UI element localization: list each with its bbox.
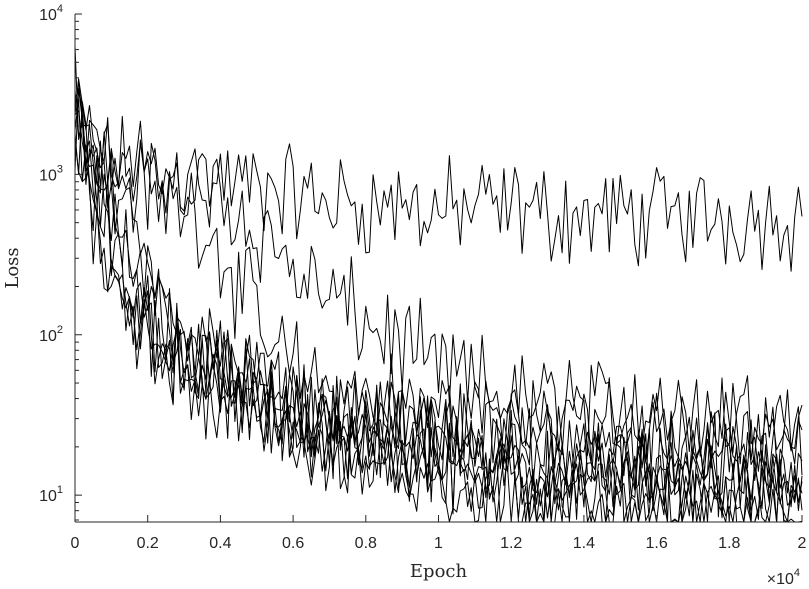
series-line-4 bbox=[74, 45, 803, 505]
x-tick-label: 2 bbox=[798, 535, 807, 552]
series-line-9 bbox=[74, 91, 803, 523]
y-tick-label: 101 bbox=[39, 484, 63, 505]
y-ticks: 101 102 103 104 bbox=[39, 3, 82, 521]
x-tick-label: 1.2 bbox=[500, 535, 522, 552]
x-tick-label: 0.8 bbox=[355, 535, 377, 552]
x-tick-label: 1.4 bbox=[573, 535, 595, 552]
y-tick-label: 102 bbox=[39, 324, 63, 345]
x-multiplier-base: ×10 bbox=[767, 571, 794, 588]
series-line-10 bbox=[74, 110, 803, 523]
x-tick-label: 0.2 bbox=[137, 535, 159, 552]
series-line-1 bbox=[74, 78, 803, 272]
x-tick-label: 0.6 bbox=[282, 535, 304, 552]
series-line-3 bbox=[74, 90, 803, 480]
x-tick-label: 0.4 bbox=[209, 535, 231, 552]
x-multiplier-exponent: 4 bbox=[794, 567, 800, 579]
x-axis-multiplier: ×104 bbox=[767, 567, 800, 588]
x-tick-label: 0 bbox=[71, 535, 80, 552]
series-group bbox=[74, 45, 803, 523]
x-tick-label: 1 bbox=[434, 535, 443, 552]
y-tick-label: 104 bbox=[39, 3, 63, 24]
x-ticks: 0 0.2 0.4 0.6 0.8 1 1.2 1.4 1.6 1.8 2 bbox=[71, 515, 807, 552]
x-tick-label: 1.6 bbox=[645, 535, 667, 552]
y-tick-label: 103 bbox=[39, 163, 63, 184]
y-axis-label: Loss bbox=[2, 247, 23, 288]
x-tick-label: 1.8 bbox=[718, 535, 740, 552]
x-axis-label: Epoch bbox=[410, 561, 468, 582]
series-line-2 bbox=[74, 88, 803, 476]
series-line-5 bbox=[74, 101, 803, 518]
series-line-6 bbox=[74, 99, 803, 523]
